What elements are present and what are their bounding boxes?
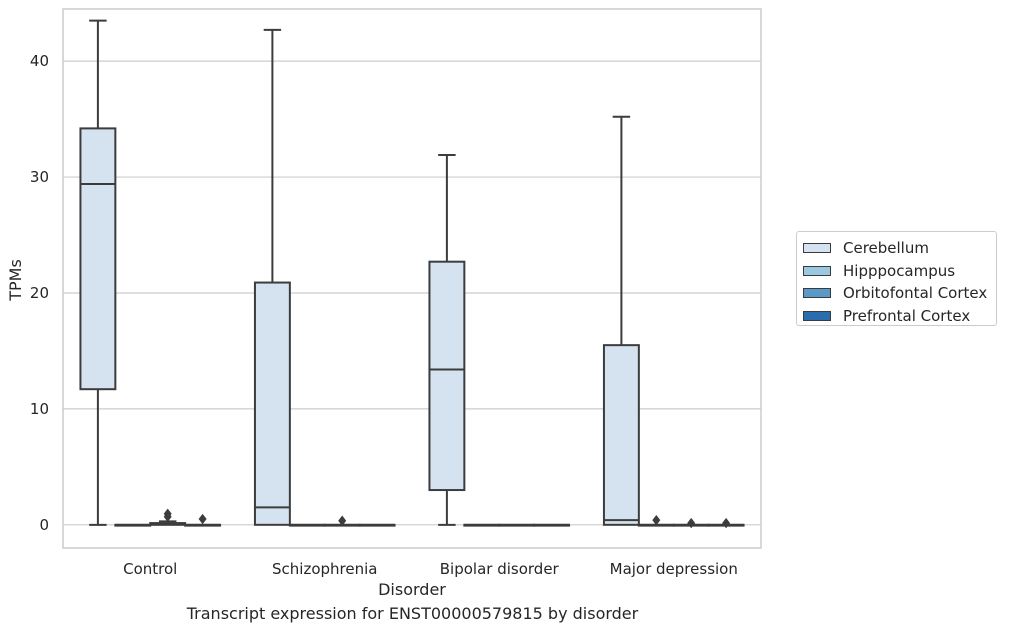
box-prefrontal-cortex [358,523,396,527]
legend-swatch [803,265,831,276]
box-hipppocampus [288,523,326,527]
legend: Cerebellum Hipppocampus Orbitofontal Corte… [796,231,997,326]
outlier-point [163,508,172,520]
outlier-point [652,514,661,526]
box-prefrontal-cortex [533,523,571,527]
legend-swatch [803,310,831,321]
x-axis-label: Disorder [378,580,446,599]
y-tick-label: 0 [39,516,49,534]
box-orbitofontal-cortex [149,508,187,526]
legend-item: Cerebellum [803,237,996,260]
x-tick-label: Bipolar disorder [440,560,560,578]
legend-item: Hipppocampus [803,260,996,283]
box-body [428,260,466,492]
x-tick-label: Schizophrenia [272,560,377,578]
legend-item: Orbitofontal Cortex [803,282,996,305]
legend-label: Prefrontal Cortex [843,306,971,325]
box-body [602,344,640,526]
box-orbitofontal-cortex [672,517,710,529]
box-series [79,19,745,529]
box-hipppocampus [463,523,501,527]
y-tick-label: 20 [30,284,49,302]
x-tick-label: Major depression [610,560,738,578]
outlier-point [687,517,696,529]
box-orbitofontal-cortex [498,523,536,527]
box-prefrontal-cortex [707,517,745,529]
y-tick-label: 30 [30,168,49,186]
box-hipppocampus [114,523,152,527]
y-tick-labels: 0 10 20 30 40 [30,52,49,534]
outlier-point [722,517,731,529]
box-cerebellum [79,19,117,526]
box-cerebellum [602,115,640,526]
outlier-point [338,515,347,526]
box-cerebellum [428,154,466,526]
chart-caption: Transcript expression for ENST0000057981… [186,604,639,623]
outlier-point [198,513,207,525]
legend-label: Hipppocampus [843,261,956,280]
box-orbitofontal-cortex [323,515,361,527]
plot-area-frame [62,8,762,549]
box-body [79,127,117,391]
legend-label: Cerebellum [843,239,929,258]
x-tick-label: Control [123,560,177,578]
box-cerebellum [253,28,291,526]
y-axis-label: TPMs [6,259,25,302]
box-prefrontal-cortex [184,513,222,527]
gridlines [63,60,761,526]
legend-label: Orbitofontal Cortex [843,284,988,303]
legend-swatch [803,243,831,254]
legend-item: Prefrontal Cortex [803,305,996,328]
box-body [253,281,291,526]
legend-swatch [803,288,831,299]
box-hipppocampus [637,514,675,527]
x-tick-labels: Control Schizophrenia Bipolar disorder Majo… [123,560,738,578]
y-tick-label: 10 [30,400,49,418]
y-tick-label: 40 [30,52,49,70]
